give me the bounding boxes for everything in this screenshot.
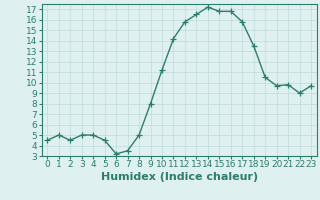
X-axis label: Humidex (Indice chaleur): Humidex (Indice chaleur): [100, 172, 258, 182]
